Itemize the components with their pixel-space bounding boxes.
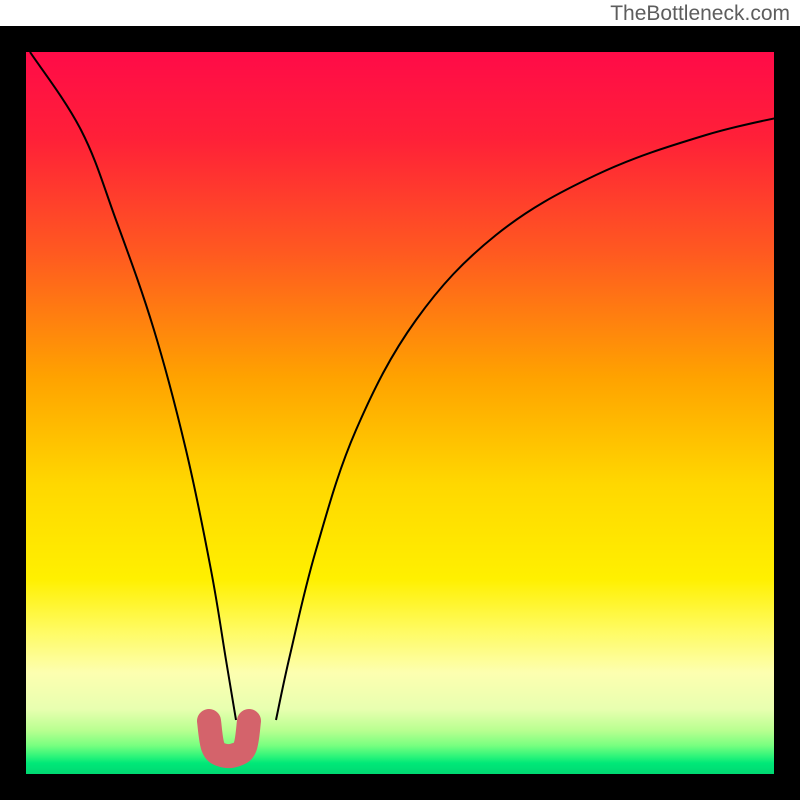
chart-background-gradient	[26, 52, 774, 774]
bottleneck-chart-svg	[0, 0, 800, 800]
attribution-label: TheBottleneck.com	[610, 2, 790, 26]
chart-canvas: TheBottleneck.com	[0, 0, 800, 800]
